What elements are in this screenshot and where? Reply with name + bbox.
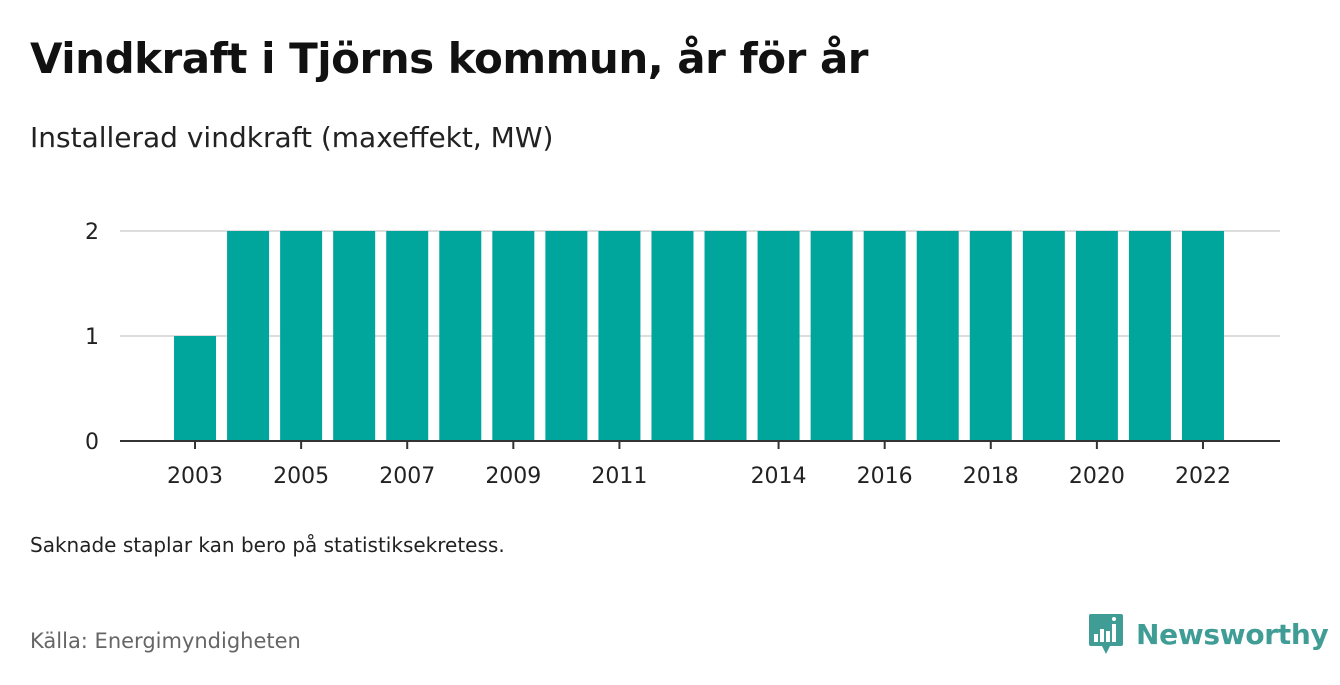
newsworthy-logo-icon (1089, 614, 1123, 654)
bar (1181, 231, 1224, 441)
y-tick-label: 2 (85, 220, 99, 245)
y-tick-label: 1 (85, 325, 99, 350)
x-tick-label: 2009 (485, 464, 541, 489)
x-tick-label: 2018 (963, 464, 1019, 489)
bar (1128, 231, 1171, 441)
bar (386, 231, 429, 441)
x-tick-label: 2022 (1175, 464, 1231, 489)
bar (1075, 231, 1118, 441)
newsworthy-brand[interactable]: Newsworthy (1088, 612, 1329, 656)
bar (863, 231, 906, 441)
bar (174, 336, 217, 441)
bar (757, 231, 800, 441)
bar-chart: 0 1 2 2003 2005 2007 2009 2011 2014 2016 2018 2020 2… (85, 220, 1280, 489)
x-tick-label: 2016 (857, 464, 913, 489)
bar (598, 231, 641, 441)
bar (280, 231, 323, 441)
x-tick-label: 2011 (591, 464, 647, 489)
source-text: Källa: Energimyndigheten (30, 629, 301, 653)
x-tick-label: 2020 (1069, 464, 1125, 489)
bar (916, 231, 959, 441)
y-tick-label: 0 (85, 430, 99, 455)
bar (810, 231, 853, 441)
x-tick-label: 2007 (379, 464, 435, 489)
bar (1022, 231, 1065, 441)
bar (651, 231, 694, 441)
bar (545, 231, 588, 441)
x-tick-label: 2003 (167, 464, 223, 489)
chart-subtitle: Installerad vindkraft (maxeffekt, MW) (30, 121, 554, 154)
bar (704, 231, 747, 441)
x-tick-label: 2014 (751, 464, 807, 489)
bars (174, 231, 1224, 441)
chart-title: Vindkraft i Tjörns kommun, år för år (30, 34, 869, 83)
footnote: Saknade staplar kan bero på statistiksek… (30, 533, 505, 557)
bar (333, 231, 376, 441)
bar (492, 231, 535, 441)
bar (227, 231, 270, 441)
x-tick-label: 2005 (273, 464, 329, 489)
brand-name: Newsworthy (1136, 617, 1329, 651)
bar (969, 231, 1012, 441)
axes: 0 1 2 2003 2005 2007 2009 2011 2014 2016 2018 2020 2… (85, 220, 1280, 489)
bar (439, 231, 482, 441)
